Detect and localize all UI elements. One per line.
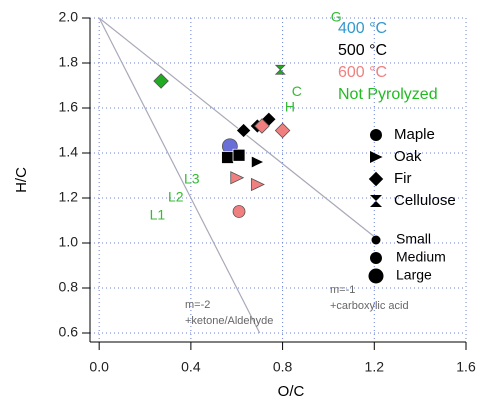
x-tick-label: 0.0 (89, 359, 109, 375)
data-point (232, 205, 246, 218)
line-label: +carboxylic acid (330, 300, 409, 312)
data-point (274, 64, 286, 75)
legend-symbol (370, 195, 382, 207)
y-tick-label: 0.8 (59, 279, 79, 295)
legend-symbol (370, 151, 383, 163)
data-point (235, 122, 252, 139)
line-label: m=-1 (330, 284, 355, 296)
legend-label: Medium (396, 249, 446, 265)
legend-label: Oak (394, 148, 422, 165)
legend-symbol (371, 235, 381, 245)
x-tick-label: 0.4 (181, 359, 201, 375)
point-annotation: G (331, 9, 342, 25)
y-tick-label: 1.6 (59, 99, 79, 115)
data-point (221, 151, 234, 164)
legend-label: Cellulose (394, 192, 456, 209)
legend-label: 600 °C (338, 64, 387, 81)
y-axis-label: H/C (13, 167, 30, 193)
line-label: m=-2 (185, 299, 210, 311)
legend-symbol (370, 252, 382, 264)
y-tick-label: 1.0 (59, 234, 79, 250)
x-axis-label: O/C (278, 383, 305, 400)
legend-label: Large (396, 267, 432, 283)
reference-line (98, 17, 377, 239)
data-point (250, 155, 265, 169)
y-tick-label: 1.4 (59, 144, 79, 160)
legend-symbol (368, 268, 384, 284)
legend-symbol (370, 129, 382, 141)
point-annotation: C (292, 83, 302, 99)
legend-label: Small (396, 231, 431, 247)
legend-label: 400 °C (338, 20, 387, 37)
point-annotation: L1 (150, 207, 166, 223)
legend-label: 500 °C (338, 42, 387, 59)
data-point (250, 177, 265, 192)
y-tick-label: 0.6 (59, 324, 79, 340)
x-tick-label: 1.2 (365, 359, 385, 375)
y-tick-label: 1.8 (59, 54, 79, 70)
reference-line (98, 17, 261, 334)
y-tick-label: 1.2 (59, 189, 79, 205)
legend-symbol (368, 171, 384, 187)
x-tick-label: 0.8 (273, 359, 293, 375)
point-annotation: L3 (184, 171, 200, 187)
legend-label: Not Pyrolyzed (338, 86, 438, 103)
y-tick-label: 2.0 (59, 9, 79, 25)
legend-label: Fir (394, 170, 412, 187)
line-label: +ketone/Aldehyde (185, 315, 273, 327)
data-point (153, 73, 169, 89)
data-point (254, 118, 270, 134)
data-point (274, 122, 291, 139)
point-annotation: H (285, 99, 295, 115)
point-annotation: L2 (168, 189, 184, 205)
legend-label: Maple (394, 126, 435, 143)
data-point (230, 171, 245, 185)
data-point (232, 148, 246, 162)
x-tick-label: 1.6 (456, 359, 476, 375)
